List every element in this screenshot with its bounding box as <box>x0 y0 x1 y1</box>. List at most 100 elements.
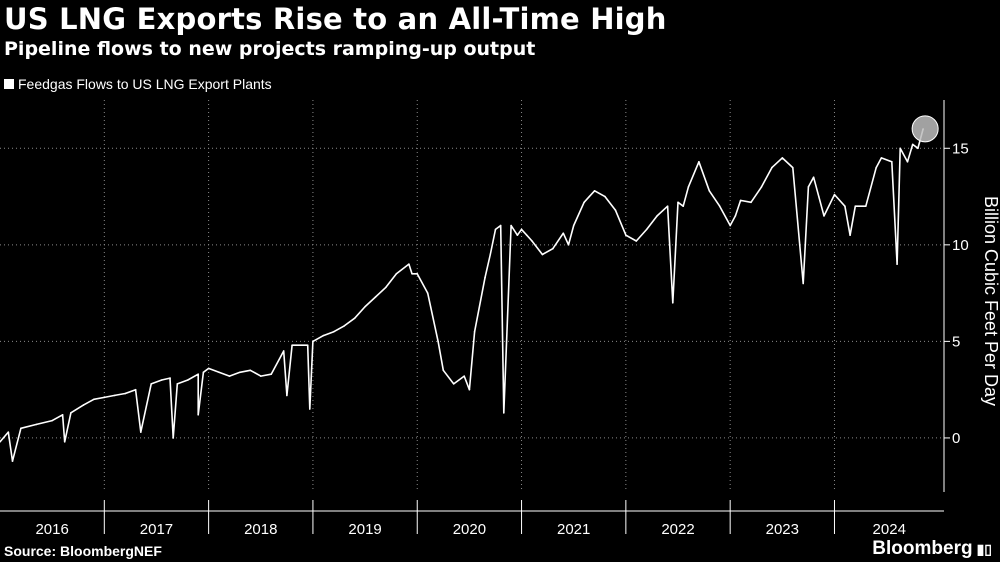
y-axis-label: Billion Cubic Feet Per Day <box>981 196 1000 406</box>
data-point <box>807 186 810 188</box>
data-point <box>332 330 335 333</box>
data-point <box>197 413 199 416</box>
y-tick-label: 15 <box>952 140 969 157</box>
legend-label: Feedgas Flows to US LNG Export Plants <box>18 76 272 92</box>
chart-title: US LNG Exports Rise to an All-Time High <box>4 2 667 36</box>
data-point <box>473 330 476 333</box>
data-point <box>172 437 174 439</box>
data-point <box>218 371 220 374</box>
data-point <box>270 373 273 376</box>
series-line <box>0 128 924 462</box>
data-point <box>0 440 1 443</box>
data-point <box>51 419 53 422</box>
data-point <box>583 201 585 204</box>
x-tick-label: 2022 <box>661 521 694 538</box>
data-point <box>562 232 565 235</box>
data-point <box>671 301 674 304</box>
data-point <box>635 240 638 242</box>
data-point <box>880 157 883 159</box>
data-point <box>802 282 804 285</box>
data-point <box>875 166 877 169</box>
data-point <box>677 201 679 204</box>
y-tick-label: 5 <box>952 333 960 350</box>
data-point <box>282 350 285 352</box>
data-point <box>35 423 38 426</box>
data-point <box>687 186 690 188</box>
data-point <box>385 286 387 289</box>
data-point <box>291 344 293 347</box>
data-point <box>70 412 72 414</box>
data-point <box>61 413 64 416</box>
y-tick-label: 10 <box>952 237 969 254</box>
data-point <box>516 234 519 236</box>
data-point <box>614 209 617 211</box>
data-point <box>103 396 106 399</box>
x-tick-label: 2019 <box>348 521 381 538</box>
data-point <box>207 367 210 370</box>
data-point <box>593 189 596 192</box>
data-point <box>353 317 356 320</box>
data-point <box>896 263 898 265</box>
data-point <box>11 460 14 462</box>
data-point <box>854 205 857 208</box>
data-point <box>833 193 836 196</box>
data-point <box>374 296 377 298</box>
x-tick-label: 2017 <box>140 521 173 538</box>
data-point <box>812 176 815 179</box>
data-point <box>286 394 288 397</box>
data-point <box>160 379 163 381</box>
data-point <box>823 215 825 217</box>
x-tick-label: 2016 <box>35 521 68 538</box>
data-point <box>899 147 901 150</box>
data-point <box>306 344 309 347</box>
data-point <box>228 375 231 377</box>
data-point <box>426 292 429 294</box>
data-point <box>891 160 893 163</box>
data-point <box>312 340 314 343</box>
data-point <box>7 431 10 433</box>
data-point <box>656 215 658 217</box>
chart-subtitle: Pipeline flows to new projects ramping-u… <box>4 38 536 60</box>
data-point <box>844 205 846 208</box>
data-point <box>202 371 205 374</box>
data-point <box>140 431 142 433</box>
legend: Feedgas Flows to US LNG Export Plants <box>4 76 272 92</box>
data-point <box>468 388 471 391</box>
data-point <box>541 253 544 256</box>
data-point <box>249 369 252 372</box>
data-point <box>625 234 627 236</box>
data-point <box>666 205 669 208</box>
data-point <box>364 305 366 308</box>
bloomberg-logo: Bloomberg ▮▯ <box>872 538 992 560</box>
data-point <box>781 157 784 159</box>
data-point <box>588 195 591 198</box>
data-point <box>93 398 95 401</box>
data-point <box>503 412 505 414</box>
data-point <box>169 377 171 379</box>
data-point <box>771 166 773 169</box>
data-point <box>343 325 346 327</box>
data-point <box>452 383 455 385</box>
x-tick-label: 2021 <box>557 521 590 538</box>
data-point <box>708 189 711 192</box>
data-point <box>20 427 22 430</box>
data-point <box>750 201 752 204</box>
data-point <box>645 228 648 231</box>
data-point <box>572 224 575 227</box>
data-point <box>917 147 919 150</box>
data-point <box>682 205 685 208</box>
data-point <box>531 240 533 242</box>
data-point <box>552 247 554 250</box>
data-point <box>760 186 763 188</box>
data-point <box>176 383 179 385</box>
data-point <box>489 253 492 256</box>
data-point <box>259 375 262 377</box>
data-point <box>437 340 439 343</box>
data-point <box>604 195 606 198</box>
data-point <box>442 369 445 372</box>
data-point <box>739 199 742 202</box>
data-point <box>906 160 909 163</box>
x-tick-label: 2023 <box>766 521 799 538</box>
data-point <box>734 215 737 217</box>
